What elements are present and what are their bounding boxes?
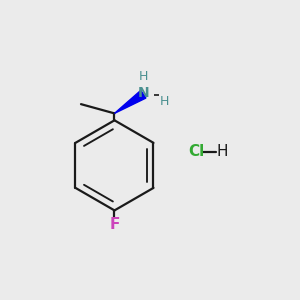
Text: F: F (109, 217, 120, 232)
Text: H: H (139, 70, 148, 83)
Text: H: H (160, 94, 169, 108)
Polygon shape (115, 90, 146, 113)
Text: H: H (217, 144, 228, 159)
Text: Cl: Cl (188, 144, 205, 159)
Text: N: N (137, 86, 149, 100)
